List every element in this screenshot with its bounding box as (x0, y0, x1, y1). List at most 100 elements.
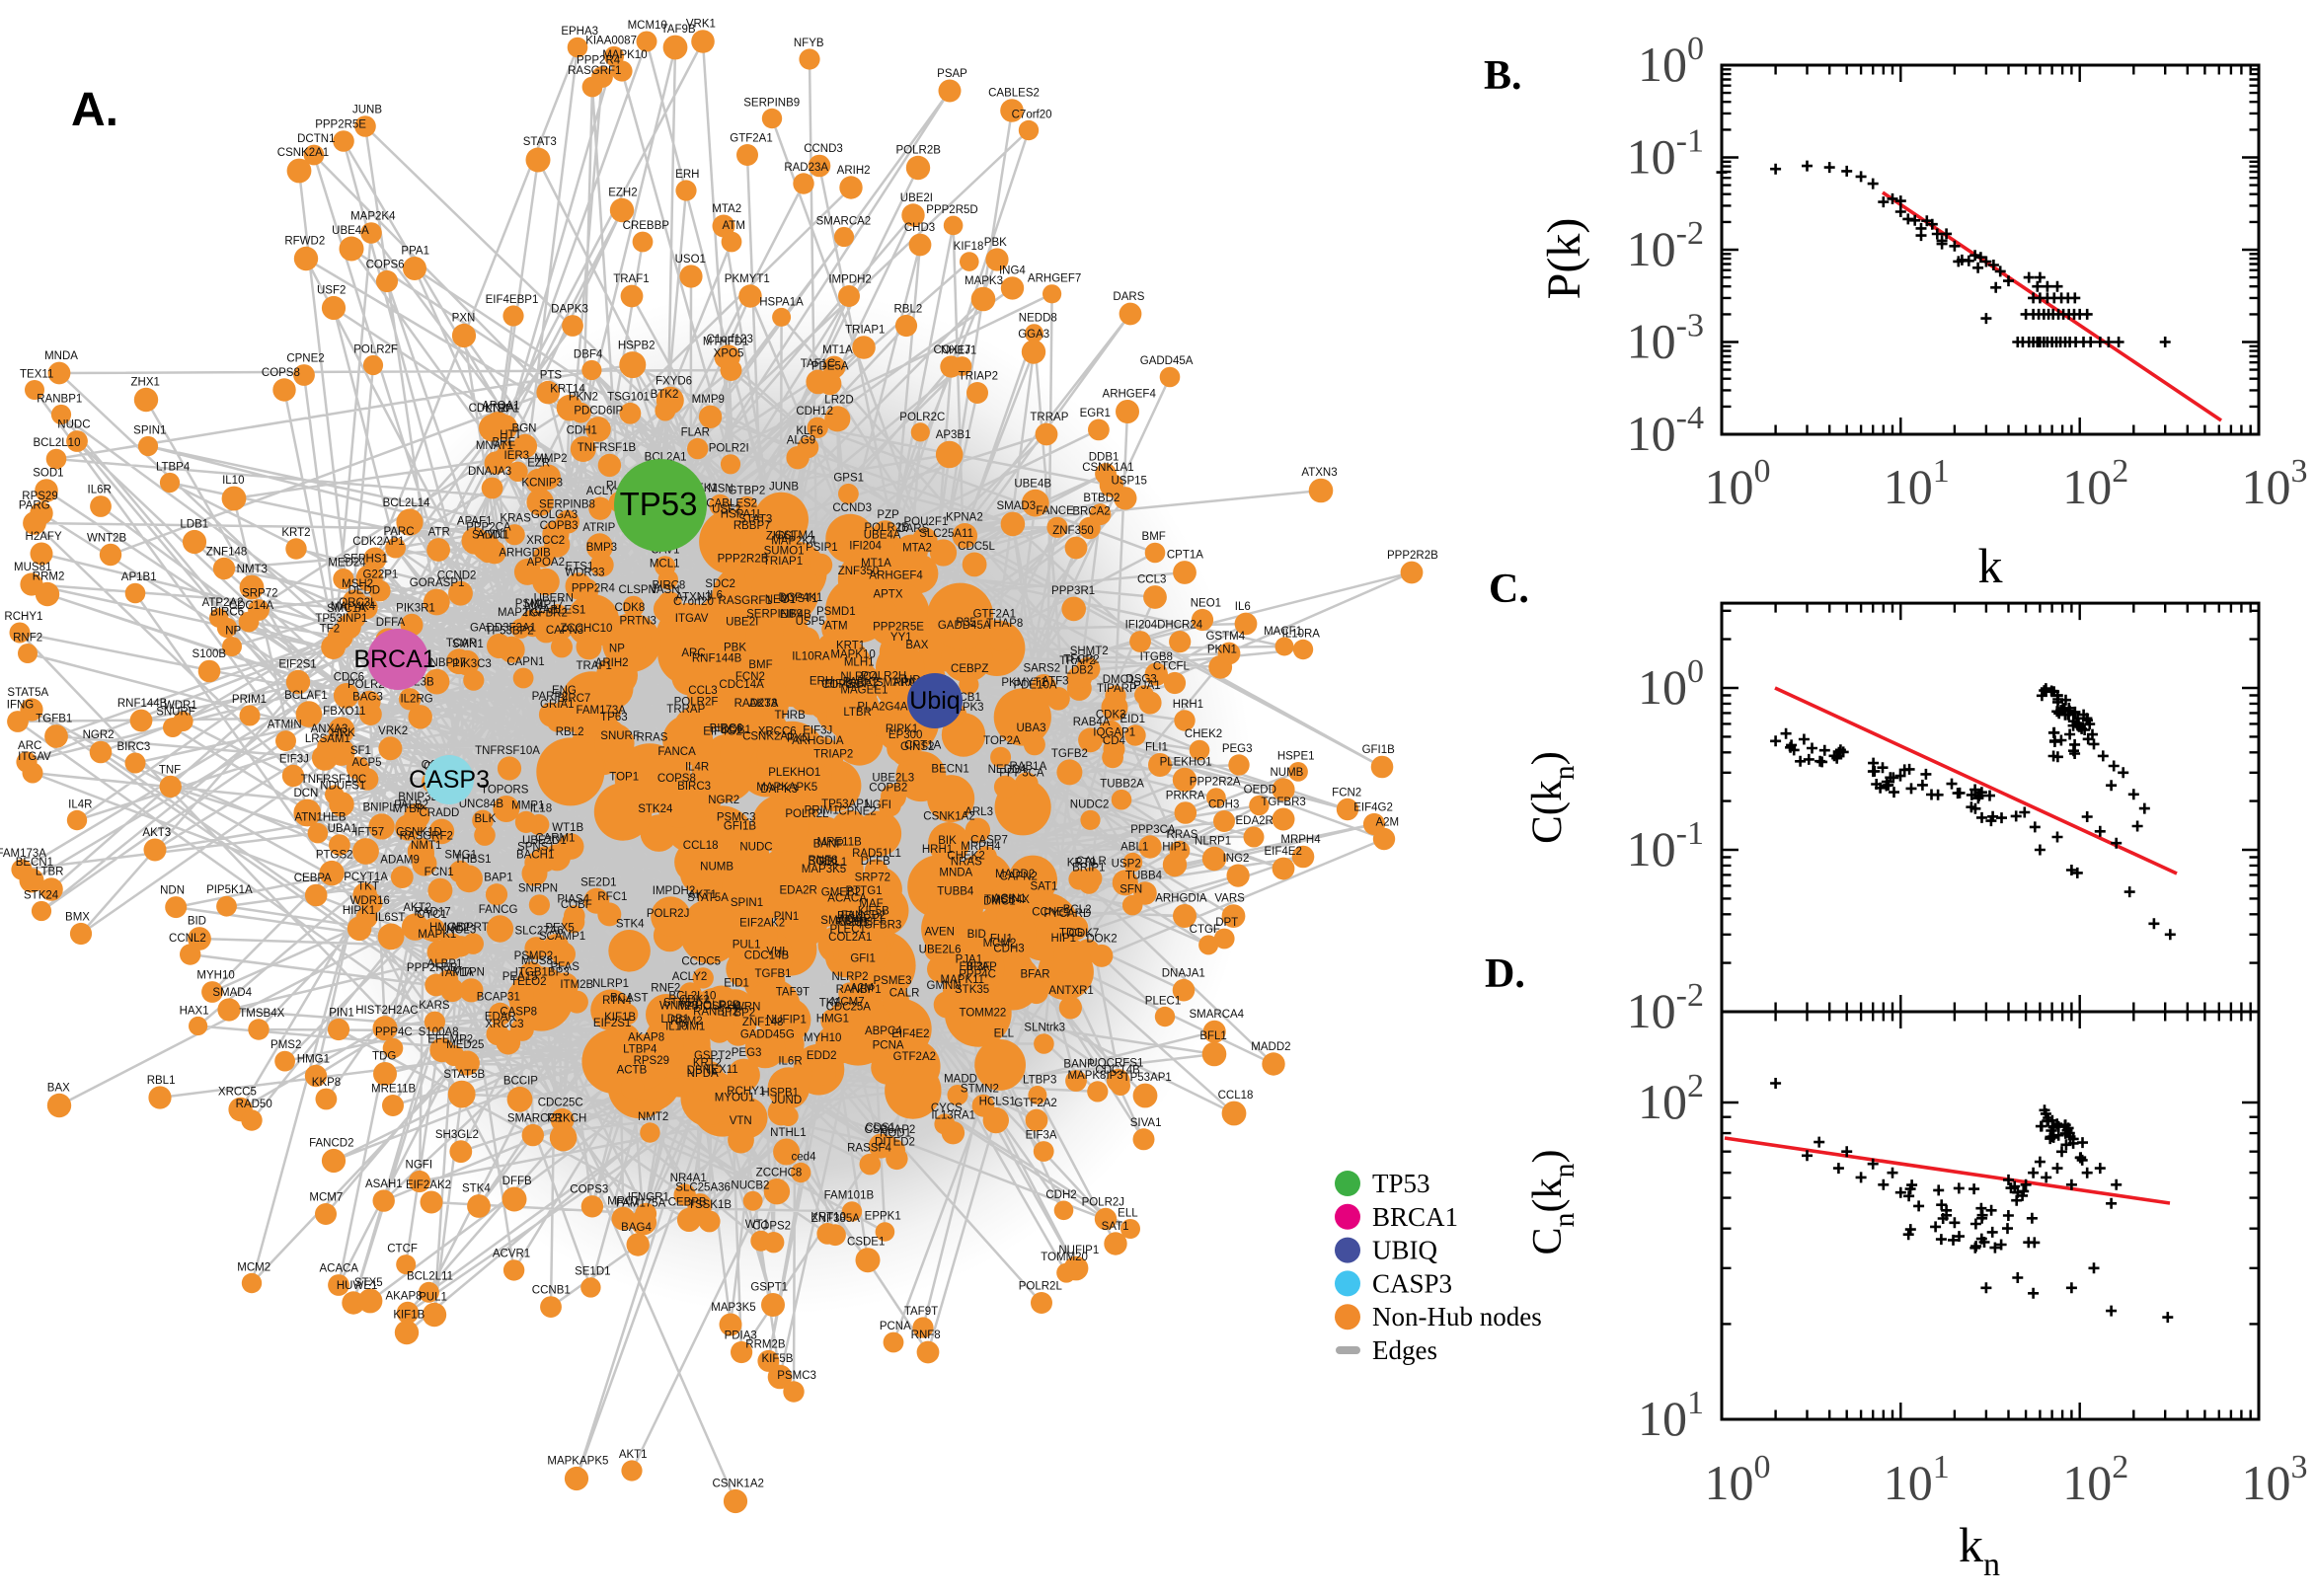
svg-text:COPS2: COPS2 (752, 1221, 791, 1233)
svg-text:ACLY2: ACLY2 (672, 971, 708, 983)
svg-text:VRK1: VRK1 (686, 19, 716, 31)
svg-text:XRCC3: XRCC3 (486, 1019, 524, 1030)
svg-text:ITGB8: ITGB8 (1140, 651, 1173, 663)
svg-text:BECN1: BECN1 (931, 764, 968, 776)
svg-text:BIRC8: BIRC8 (652, 580, 685, 592)
svg-text:USP2: USP2 (1112, 859, 1141, 871)
svg-text:STK4: STK4 (616, 919, 645, 931)
svg-text:BID: BID (188, 916, 206, 928)
svg-text:PPP2R2B: PPP2R2B (718, 553, 769, 565)
svg-text:IL10: IL10 (222, 475, 244, 487)
svg-text:MAP3K5: MAP3K5 (711, 1302, 755, 1314)
svg-text:BCL2: BCL2 (1063, 904, 1092, 916)
svg-text:NDN: NDN (160, 885, 185, 897)
svg-text:TMSB4X: TMSB4X (984, 894, 1030, 906)
svg-text:ELL: ELL (994, 1027, 1015, 1039)
svg-text:CREBBP: CREBBP (623, 220, 670, 232)
svg-text:SHMT2: SHMT2 (1070, 646, 1109, 657)
svg-text:ZNF350: ZNF350 (1052, 525, 1094, 537)
svg-text:ZHX1: ZHX1 (766, 531, 795, 543)
svg-text:BCL2L11: BCL2L11 (407, 1270, 453, 1282)
svg-text:GTF2A2: GTF2A2 (893, 1051, 936, 1063)
svg-text:MADD: MADD (944, 1074, 977, 1086)
svg-text:WDR16: WDR16 (350, 895, 390, 907)
svg-text:GADD3F3A1: GADD3F3A1 (470, 623, 536, 635)
svg-text:CDC25A: CDC25A (826, 1001, 872, 1013)
svg-text:ATXN3: ATXN3 (675, 591, 711, 603)
svg-text:TNF: TNF (159, 764, 181, 776)
svg-text:MRE11B: MRE11B (371, 1084, 416, 1096)
svg-text:EIF4E2: EIF4E2 (891, 1028, 929, 1040)
svg-text:ALBP1: ALBP1 (427, 958, 463, 970)
svg-text:PBK: PBK (984, 237, 1007, 249)
svg-text:PDCD6IP: PDCD6IP (574, 406, 623, 418)
svg-text:HIP1: HIP1 (1051, 933, 1077, 945)
svg-text:NOL3: NOL3 (446, 925, 476, 937)
svg-text:CDC14A: CDC14A (229, 600, 274, 612)
svg-text:DDB1: DDB1 (721, 724, 751, 736)
svg-text:NUDC: NUDC (57, 419, 90, 431)
svg-text:DARS: DARS (1113, 291, 1144, 303)
svg-text:BAG3: BAG3 (352, 692, 383, 704)
svg-text:CPNE2: CPNE2 (838, 806, 876, 818)
svg-text:10-1: 10-1 (1627, 123, 1704, 185)
svg-text:ARHGDIA: ARHGDIA (792, 735, 844, 747)
svg-text:MCM10: MCM10 (628, 20, 667, 32)
svg-text:TEX11: TEX11 (704, 1064, 737, 1076)
svg-text:CDK2AP1: CDK2AP1 (352, 536, 404, 548)
svg-text:Ubiq: Ubiq (909, 687, 960, 715)
svg-text:UBE2D1: UBE2D1 (522, 835, 567, 847)
svg-text:ERH: ERH (675, 169, 699, 181)
svg-text:MAPK11: MAPK11 (941, 974, 985, 986)
svg-text:ACTB: ACTB (617, 1065, 648, 1077)
svg-text:USF2: USF2 (317, 284, 346, 296)
svg-text:PEX5: PEX5 (545, 923, 574, 935)
svg-text:TKT: TKT (357, 881, 379, 893)
svg-text:GTF2A2: GTF2A2 (1014, 1098, 1056, 1109)
svg-text:KRT2: KRT2 (281, 527, 310, 539)
svg-text:SPNS1: SPNS1 (517, 842, 555, 854)
svg-text:PPP2R5E: PPP2R5E (873, 622, 924, 634)
svg-text:AKAP8: AKAP8 (628, 1032, 664, 1044)
svg-text:EIF2AK2: EIF2AK2 (739, 918, 785, 930)
svg-text:EIF3J: EIF3J (279, 753, 309, 765)
svg-text:Edges: Edges (1372, 1335, 1437, 1365)
svg-text:TNFRSF10A: TNFRSF10A (475, 745, 540, 757)
svg-text:TP53AP1: TP53AP1 (1123, 1072, 1172, 1084)
svg-text:HAX1: HAX1 (180, 1005, 209, 1017)
svg-text:VTN: VTN (730, 1115, 752, 1127)
svg-text:PPP2R5B: PPP2R5B (407, 962, 458, 974)
svg-text:SMARCA4: SMARCA4 (1189, 1009, 1244, 1021)
svg-text:102: 102 (2062, 453, 2128, 514)
svg-text:GADD45A: GADD45A (938, 620, 991, 632)
svg-text:IL4R: IL4R (68, 798, 92, 810)
svg-text:FAM175A: FAM175A (616, 1198, 666, 1210)
svg-text:TOP2A: TOP2A (983, 735, 1021, 747)
svg-text:TAF1A: TAF1A (439, 967, 474, 979)
svg-text:TRAF2: TRAF2 (1059, 655, 1095, 667)
svg-text:CCDC5: CCDC5 (681, 956, 721, 968)
svg-text:IL4R: IL4R (685, 762, 709, 774)
svg-text:EZH2: EZH2 (608, 187, 637, 198)
svg-text:PLEC1: PLEC1 (829, 924, 865, 936)
svg-text:PBK: PBK (724, 643, 746, 654)
svg-text:MACF1: MACF1 (1264, 626, 1302, 638)
svg-text:MMP17: MMP17 (524, 599, 564, 611)
svg-text:MADD2: MADD2 (1251, 1041, 1290, 1053)
svg-text:BID: BID (967, 929, 986, 941)
svg-text:ANXA3: ANXA3 (311, 723, 348, 735)
svg-text:PSMD1: PSMD1 (816, 606, 856, 618)
svg-text:EDD2: EDD2 (807, 1050, 837, 1062)
svg-text:P35: P35 (956, 617, 975, 629)
svg-text:AKAP8: AKAP8 (385, 1290, 422, 1302)
svg-text:PFAS: PFAS (550, 961, 579, 973)
svg-text:SLC25A11: SLC25A11 (919, 528, 973, 540)
svg-text:EIF4G2: EIF4G2 (703, 726, 742, 738)
svg-text:CPT1A: CPT1A (1167, 550, 1203, 562)
svg-text:COPS8: COPS8 (262, 367, 300, 379)
svg-text:PIN1: PIN1 (774, 911, 800, 923)
svg-text:EIF4EBP1: EIF4EBP1 (486, 294, 539, 306)
svg-text:UBERN: UBERN (534, 593, 574, 605)
svg-text:MTPN: MTPN (452, 967, 485, 979)
svg-text:SMAD4: SMAD4 (820, 915, 860, 927)
